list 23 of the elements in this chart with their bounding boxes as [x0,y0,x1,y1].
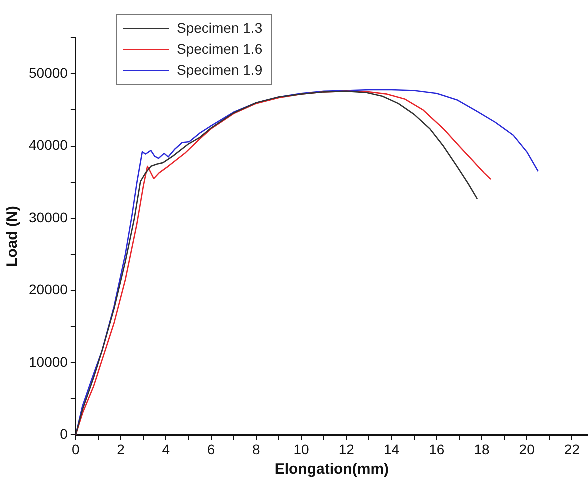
x-tick-label: 22 [564,441,580,458]
x-tick-label: 8 [252,441,260,458]
x-tick-label: 10 [294,441,310,458]
legend-label: Specimen 1.9 [177,61,263,80]
x-tick-label: 0 [72,441,80,458]
x-axis-title: Elongation(mm) [274,461,390,478]
y-tick-label: 10000 [28,354,68,370]
x-tick-label: 12 [338,441,355,458]
x-tick-label: 20 [519,441,536,458]
y-tick-label: 50000 [28,64,68,81]
x-tick-label: 16 [429,441,445,458]
x-tick-label: 18 [474,441,490,458]
legend-label: Specimen 1.3 [177,19,263,38]
y-tick-label: 20000 [28,282,68,298]
y-tick-label: 40000 [28,137,68,154]
y-tick-label: 0 [60,426,68,442]
x-tick-label: 14 [384,441,400,458]
y-tick-label: 30000 [28,209,68,226]
x-tick-label: 6 [207,441,216,458]
y-axis-title: Load (N) [4,206,22,268]
x-tick-label: 2 [117,441,126,458]
x-tick-label: 4 [162,441,170,458]
legend-label: Specimen 1.6 [177,40,263,59]
